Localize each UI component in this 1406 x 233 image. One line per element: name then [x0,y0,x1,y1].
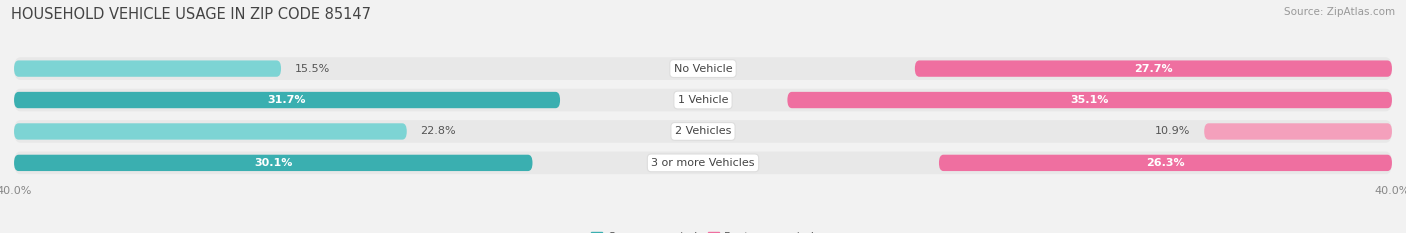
FancyBboxPatch shape [915,60,1392,77]
Text: 15.5%: 15.5% [295,64,330,74]
Text: 1 Vehicle: 1 Vehicle [678,95,728,105]
Text: Source: ZipAtlas.com: Source: ZipAtlas.com [1284,7,1395,17]
FancyBboxPatch shape [14,89,1392,111]
Text: 35.1%: 35.1% [1070,95,1109,105]
FancyBboxPatch shape [787,92,1392,108]
Text: No Vehicle: No Vehicle [673,64,733,74]
FancyBboxPatch shape [14,123,406,140]
FancyBboxPatch shape [14,155,533,171]
FancyBboxPatch shape [14,57,1392,80]
Text: 3 or more Vehicles: 3 or more Vehicles [651,158,755,168]
FancyBboxPatch shape [14,60,281,77]
Text: 22.8%: 22.8% [420,127,456,137]
FancyBboxPatch shape [14,92,560,108]
Text: HOUSEHOLD VEHICLE USAGE IN ZIP CODE 85147: HOUSEHOLD VEHICLE USAGE IN ZIP CODE 8514… [11,7,371,22]
FancyBboxPatch shape [14,120,1392,143]
FancyBboxPatch shape [939,155,1392,171]
Text: 31.7%: 31.7% [267,95,307,105]
Legend: Owner-occupied, Renter-occupied: Owner-occupied, Renter-occupied [586,228,820,233]
FancyBboxPatch shape [1204,123,1392,140]
Text: 10.9%: 10.9% [1156,127,1191,137]
Text: 27.7%: 27.7% [1135,64,1173,74]
Text: 2 Vehicles: 2 Vehicles [675,127,731,137]
Text: 30.1%: 30.1% [254,158,292,168]
FancyBboxPatch shape [14,152,1392,174]
Text: 26.3%: 26.3% [1146,158,1185,168]
